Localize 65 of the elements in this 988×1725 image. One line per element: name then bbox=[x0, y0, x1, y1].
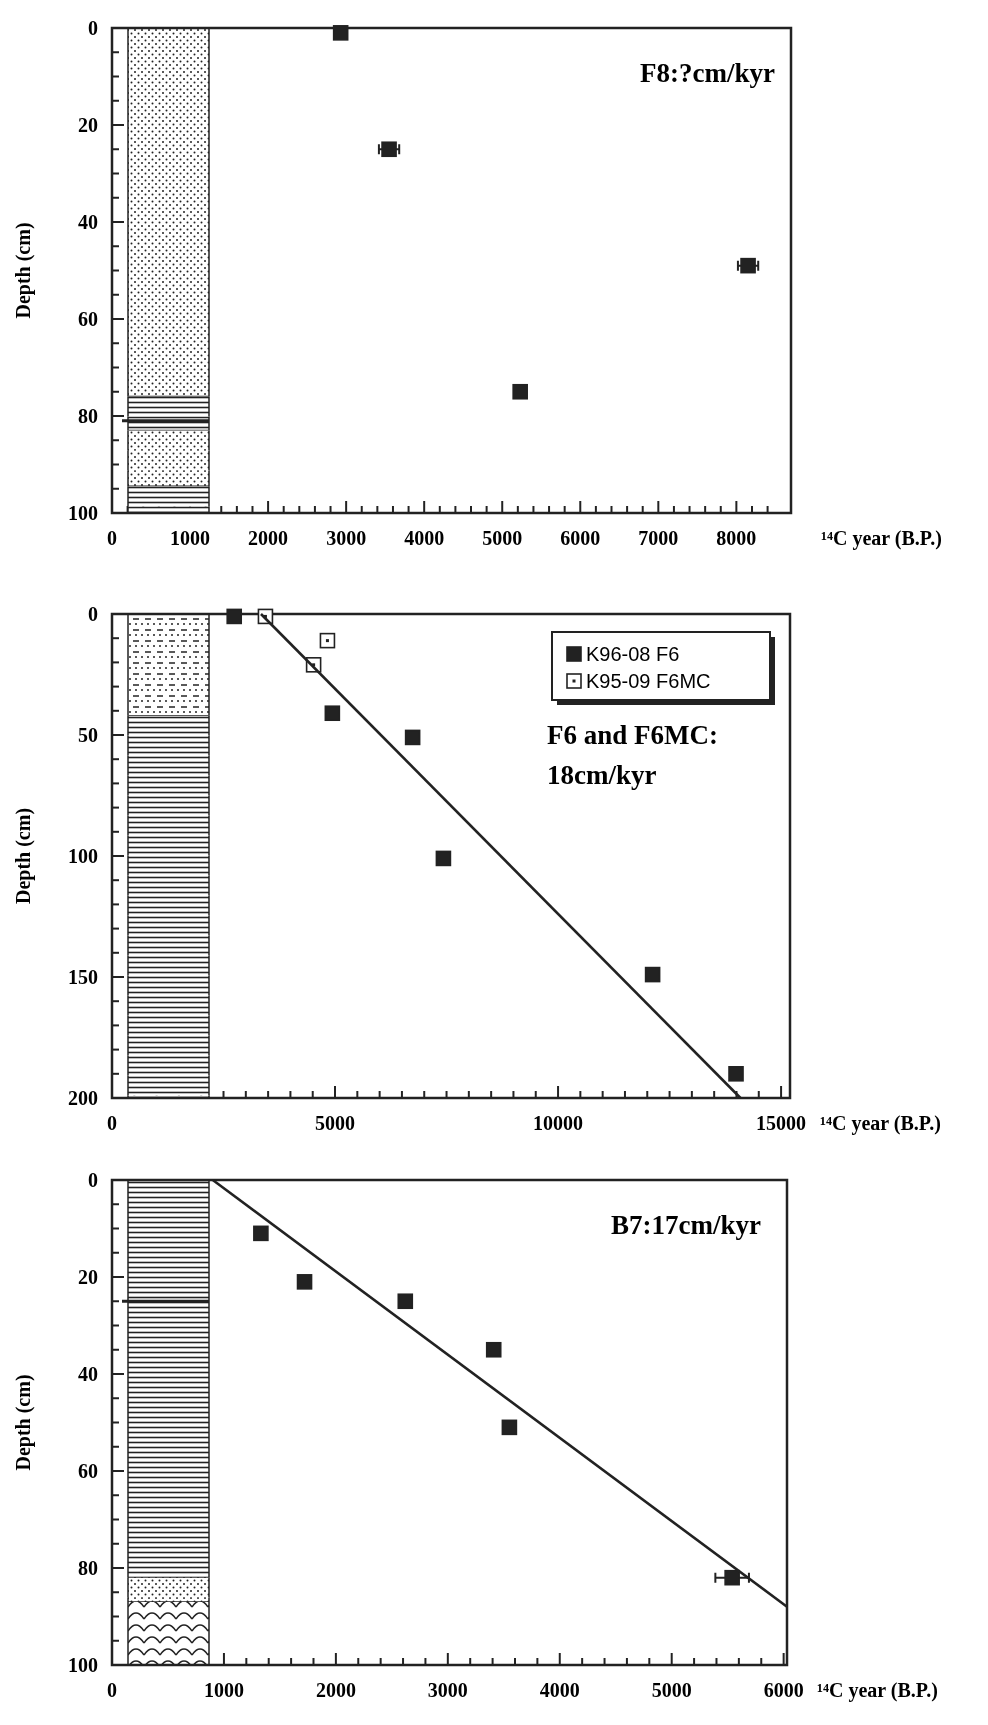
x-tick-label: 5000 bbox=[651, 1679, 692, 1701]
y-tick-label: 80 bbox=[78, 1557, 98, 1579]
legend-label: K95-09 F6MC bbox=[586, 670, 711, 692]
point bbox=[728, 1066, 744, 1082]
y-tick-label: 100 bbox=[68, 502, 98, 524]
y-tick-label: 150 bbox=[68, 966, 98, 988]
x-tick-label: 5000 bbox=[482, 527, 523, 549]
point bbox=[397, 1293, 414, 1310]
x-tick-label: 4000 bbox=[404, 527, 445, 549]
y-axis-title: Depth (cm) bbox=[12, 1374, 35, 1471]
point bbox=[724, 1569, 740, 1586]
point bbox=[381, 141, 397, 158]
y-tick-label: 40 bbox=[78, 1363, 98, 1385]
x-axis-title: ¹⁴C year (B.P.) bbox=[817, 1679, 938, 1702]
point bbox=[740, 257, 756, 274]
x-tick-label: 10000 bbox=[533, 1112, 584, 1134]
y-tick-label: 50 bbox=[78, 724, 98, 746]
point bbox=[324, 705, 341, 722]
y-tick-label: 0 bbox=[88, 603, 98, 625]
point bbox=[332, 25, 349, 41]
y-tick-label: 200 bbox=[68, 1087, 98, 1109]
x-tick-label: 3000 bbox=[427, 1679, 468, 1701]
x-tick-label: 6000 bbox=[560, 527, 601, 549]
x-tick-label: 0 bbox=[107, 527, 117, 549]
y-tick-label: 20 bbox=[78, 114, 98, 136]
point bbox=[296, 1274, 313, 1290]
x-tick-label: 5000 bbox=[315, 1112, 356, 1134]
y-tick-label: 60 bbox=[78, 1460, 98, 1482]
y-axis-title: Depth (cm) bbox=[12, 807, 35, 905]
x-axis-title: ¹⁴C year (B.P.) bbox=[821, 527, 942, 550]
x-axis-title: ¹⁴C year (B.P.) bbox=[820, 1112, 941, 1135]
y-tick-label: 100 bbox=[68, 1654, 98, 1676]
y-tick-label: 80 bbox=[78, 405, 98, 427]
y-tick-label: 0 bbox=[88, 17, 98, 39]
text: B7:17cm/kyr bbox=[611, 1210, 762, 1240]
legend-label: K96-08 F6 bbox=[586, 643, 680, 665]
text: F8:?cm/kyr bbox=[640, 58, 776, 88]
x-tick-label: 1000 bbox=[170, 527, 211, 549]
x-tick-label: 0 bbox=[107, 1112, 117, 1134]
point bbox=[485, 1341, 502, 1358]
point bbox=[226, 608, 243, 625]
y-tick-label: 100 bbox=[68, 845, 98, 867]
y-tick-label: 40 bbox=[78, 211, 98, 233]
point bbox=[319, 632, 336, 649]
point bbox=[501, 1419, 518, 1436]
y-axis-title: Depth (cm) bbox=[12, 222, 35, 319]
point bbox=[644, 966, 661, 983]
x-tick-label: 3000 bbox=[326, 527, 367, 549]
x-tick-label: 2000 bbox=[315, 1679, 356, 1701]
x-tick-label: 2000 bbox=[248, 527, 289, 549]
text: F6 and F6MC: 18cm/kyr bbox=[547, 720, 718, 790]
x-tick-label: 6000 bbox=[763, 1679, 804, 1701]
y-tick-label: 20 bbox=[78, 1266, 98, 1288]
point bbox=[404, 729, 421, 746]
x-tick-label: 1000 bbox=[203, 1679, 244, 1701]
x-tick-label: 0 bbox=[107, 1679, 117, 1701]
point bbox=[512, 383, 528, 400]
x-tick-label: 4000 bbox=[539, 1679, 580, 1701]
y-tick-label: 60 bbox=[78, 308, 98, 330]
point bbox=[435, 850, 452, 867]
x-tick-label: 7000 bbox=[638, 527, 679, 549]
y-tick-label: 0 bbox=[88, 1169, 98, 1191]
point bbox=[253, 1225, 269, 1242]
x-tick-label: 15000 bbox=[756, 1112, 807, 1134]
x-tick-label: 8000 bbox=[716, 527, 757, 549]
